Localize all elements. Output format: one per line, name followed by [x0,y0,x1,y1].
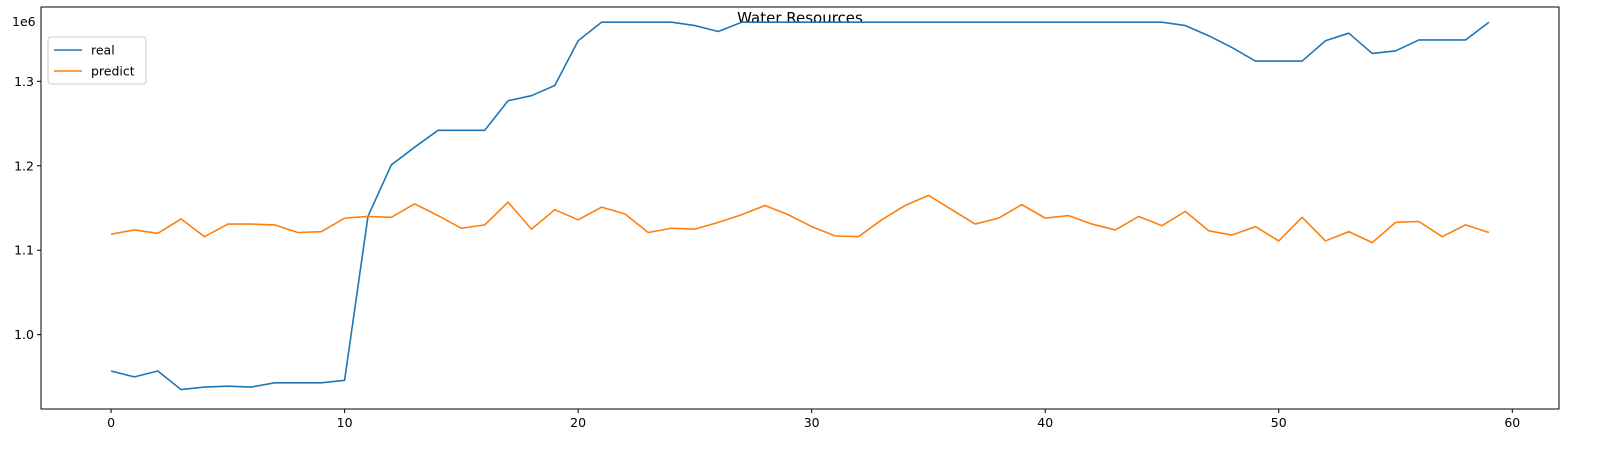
x-tick-label: 0 [107,415,115,430]
y-tick-label: 1.1 [14,243,34,258]
y-axis: 1.0 1.1 1.2 1.3 [14,74,41,342]
x-tick-label: 10 [337,415,353,430]
legend-box [47,36,147,85]
x-tick-label: 40 [1037,415,1053,430]
x-tick-label: 30 [804,415,820,430]
legend-label-predict: predict [91,64,135,79]
chart-title: Water Resources [737,9,863,27]
y-axis-offset-text: 1e6 [12,14,36,29]
legend: real predict [47,36,147,85]
plot-lines [110,21,1490,391]
y-tick-label: 1.2 [14,158,34,173]
y-tick-label: 1.3 [14,74,34,89]
series-line-real [110,21,1490,391]
x-tick-label: 20 [570,415,586,430]
legend-label-real: real [91,43,115,58]
x-tick-label: 50 [1271,415,1287,430]
series-line-predict [110,194,1490,244]
x-axis: 0 10 20 30 40 50 60 [107,409,1520,430]
y-tick-label: 1.0 [14,327,34,342]
plot-frame [40,6,1560,410]
x-tick-label: 60 [1504,415,1520,430]
